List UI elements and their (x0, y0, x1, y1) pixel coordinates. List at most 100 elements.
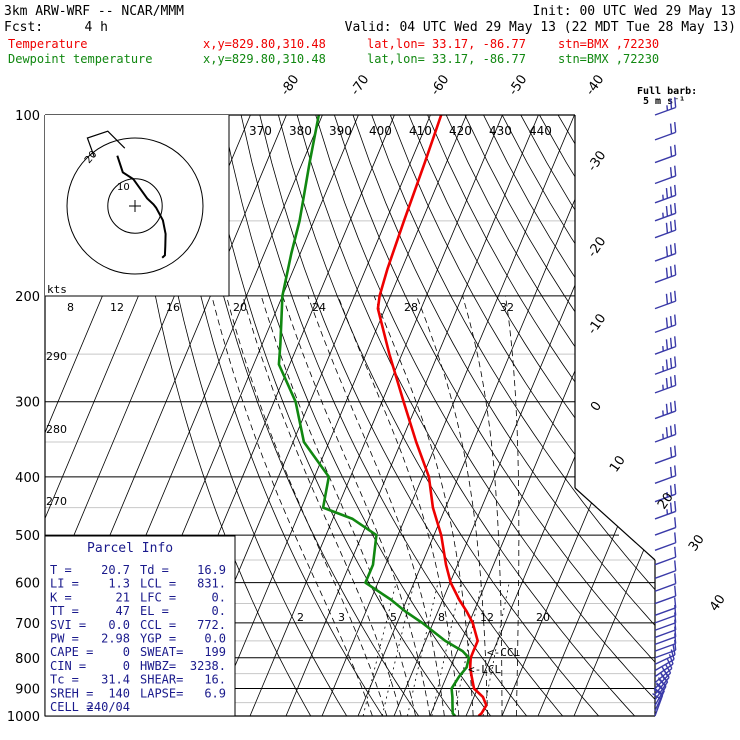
parcel-info-value: 3238. (190, 659, 226, 673)
barb-legend-line1: Full barb: (637, 86, 697, 97)
wind-barb-shaft (654, 384, 676, 394)
isotherm-label: -80 (278, 72, 302, 98)
wind-barb (654, 483, 677, 503)
moist-adiabat (282, 295, 431, 716)
wind-barb-flag (674, 532, 677, 543)
parcel-info-key: T = (50, 563, 72, 577)
wind-barb-shaft (654, 556, 676, 566)
wind-barb-flag (669, 204, 673, 215)
isotherm-line (537, 115, 655, 716)
parcel-info-value: 21 (116, 590, 130, 604)
wind-barb-shaft (654, 622, 676, 631)
wind-barb-shaft (654, 595, 676, 605)
wind-barb (654, 314, 677, 334)
dry-adiabat (389, 115, 655, 716)
parcel-info-value: 140 (108, 686, 130, 700)
theta-label: 370 (249, 124, 272, 138)
wind-barb (654, 597, 677, 616)
parcel-info-key: Tc = (50, 673, 79, 687)
wind-barb-flag (665, 378, 669, 389)
wind-barb (654, 445, 677, 465)
wind-barb-shaft (654, 410, 676, 420)
mixing-ratio-label: 28 (404, 301, 418, 314)
wind-barb (654, 654, 674, 678)
theta-label: 390 (329, 124, 352, 138)
wind-barb-shaft (654, 475, 676, 484)
wind-barb (654, 546, 677, 566)
wind-barb-flag (669, 466, 673, 478)
wind-barb-flag (669, 123, 673, 134)
wind-barb-shaft (654, 324, 676, 334)
legend: Temperature x,y=829.80,310.48 lat,lon= 3… (8, 37, 659, 66)
dry-adiabat (408, 115, 655, 716)
wind-barb-flag (674, 560, 677, 571)
wind-barb-shaft (654, 154, 676, 164)
wind-barb-flag (674, 375, 677, 386)
mixing-ratio-line (453, 582, 483, 716)
valid-time: Valid: 04 UTC Wed 29 May 13 (22 MDT Tue … (345, 20, 736, 35)
wind-barb (654, 663, 672, 689)
wind-barb-shaft (654, 300, 676, 310)
dry-adiabat (259, 115, 564, 716)
legend-dew-name: Dewpoint temperature (8, 52, 153, 66)
pressure-tick-label: 800 (15, 652, 40, 667)
isotherm-line (465, 115, 655, 716)
isotherm-label: -70 (348, 72, 372, 98)
isotherm-label: -10 (585, 311, 609, 337)
parcel-info-panel (44, 535, 236, 717)
dry-adiabat (352, 115, 655, 716)
wind-barb-shaft (654, 690, 665, 712)
wind-barb-shaft (654, 649, 676, 659)
wind-barb-flag (674, 243, 677, 254)
dry-adiabat (296, 115, 635, 716)
mixing-ratio-label: 3 (338, 611, 345, 624)
mixing-ratio-label: 16 (166, 301, 180, 314)
moist-adiabat (416, 295, 488, 716)
wind-barb (654, 243, 677, 262)
wind-barb (654, 144, 677, 164)
parcel-info-value: 0 (123, 659, 130, 673)
dry-adiabat (520, 115, 655, 716)
wind-barb-flag (665, 403, 669, 415)
model-title: 3km ARW-WRF -- NCAR/MMM (4, 4, 184, 19)
wind-barbs (652, 97, 677, 717)
wind-barb (654, 290, 677, 310)
hodograph-kts-label: kts (47, 283, 67, 296)
mixing-ratio-line (407, 582, 439, 716)
pressure-tick-label: 400 (15, 471, 40, 486)
isotherm-label: -60 (428, 72, 452, 98)
isotherm-line (285, 115, 539, 716)
wind-barb-flag (665, 222, 669, 234)
theta-label: 400 (369, 124, 392, 138)
wind-barb-shaft (654, 131, 676, 141)
parcel-info-value: 0.0 (108, 618, 130, 632)
wind-barb (654, 424, 677, 443)
wind-barb-shaft (654, 455, 676, 465)
pressure-tick-label: 100 (15, 109, 40, 124)
fcst-value: 4 h (85, 20, 108, 35)
wind-barb-flag (674, 144, 677, 156)
legend-temp-latlon: lat,lon= 33.17, -86.77 (367, 37, 526, 51)
wind-barb-shaft (654, 636, 676, 646)
wind-barb-flag (665, 293, 669, 305)
wind-barb-flag (665, 205, 669, 217)
header: 3km ARW-WRF -- NCAR/MMM Init: 00 UTC Wed… (4, 4, 736, 35)
parcel-info-key: SWEAT= (140, 645, 183, 659)
wind-barb-half (661, 674, 665, 680)
theta-e-label: 290 (46, 350, 67, 363)
parcel-info-value: 831. (197, 577, 226, 591)
pressure-tick-label: 500 (15, 529, 40, 544)
wind-barb-flag (674, 573, 677, 584)
wind-barb-flag (674, 165, 677, 177)
wind-barb-flag (674, 184, 677, 196)
parcel-info-key: TT = (50, 604, 79, 618)
isotherm-label: 40 (707, 592, 729, 614)
moist-adiabat (337, 295, 460, 716)
hodograph-ring-label: 10 (117, 182, 130, 193)
hodograph-ring (66, 137, 204, 275)
parcel-info-key: LCL = (140, 577, 176, 591)
wind-barb-flag (674, 546, 677, 558)
wind-barb-flag (669, 316, 673, 327)
wind-barb (654, 501, 677, 520)
